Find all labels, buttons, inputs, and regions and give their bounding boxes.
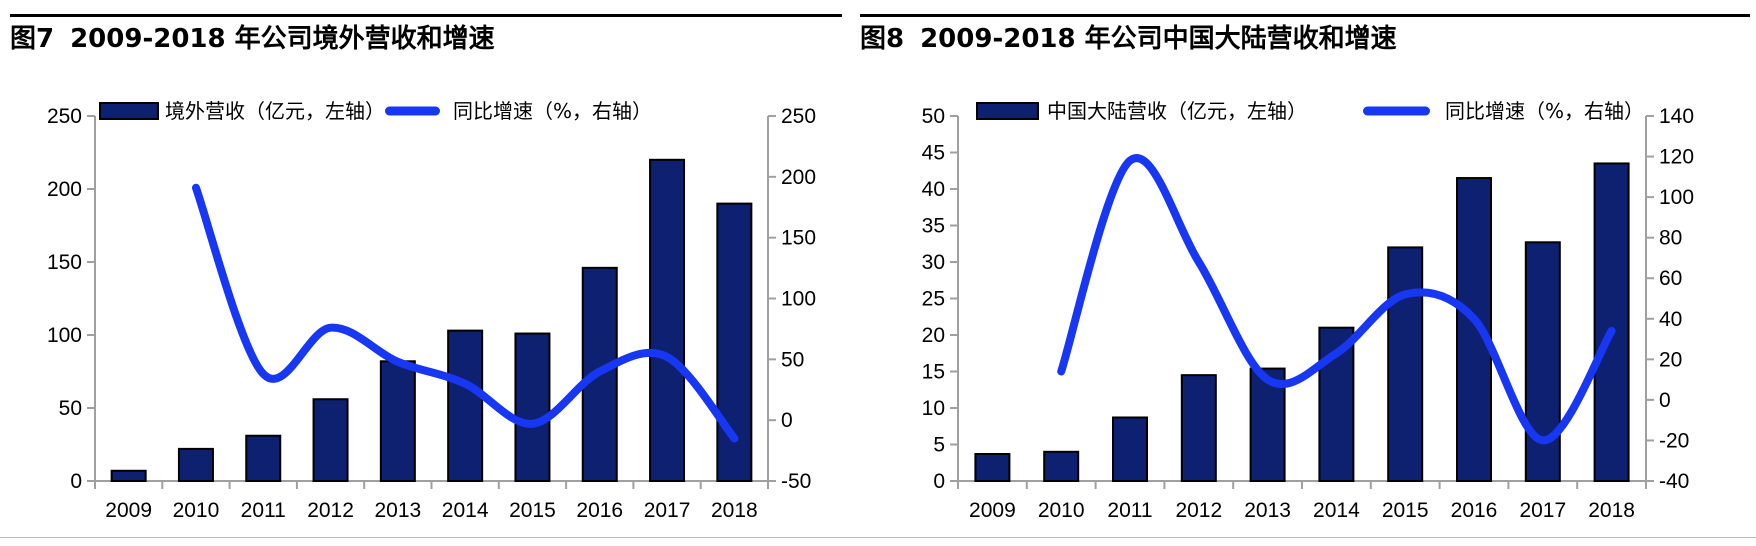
right-axis-label: 60 xyxy=(1659,267,1682,290)
right-axis-label: 80 xyxy=(1659,227,1682,250)
figure7-title-text: 2009-2018 年公司境外营收和增速 xyxy=(70,24,495,54)
left-axis-label: 10 xyxy=(922,397,945,420)
left-axis-label: 15 xyxy=(922,361,945,384)
left-axis-label: 250 xyxy=(47,105,82,128)
left-axis-label: 200 xyxy=(47,178,82,201)
right-axis-label: 200 xyxy=(781,166,816,189)
right-axis-label: 120 xyxy=(1659,146,1694,169)
right-axis-label: 150 xyxy=(781,227,816,250)
right-axis-label: -50 xyxy=(781,470,811,493)
revenue-bar xyxy=(110,469,147,482)
left-axis-label: 0 xyxy=(70,470,82,493)
right-axis-label: -40 xyxy=(1659,470,1689,493)
right-axis-label: 0 xyxy=(1659,389,1671,412)
revenue-bar xyxy=(1524,241,1561,482)
left-axis-label: 150 xyxy=(47,251,82,274)
revenue-bar xyxy=(649,158,686,483)
revenue-bar xyxy=(312,398,349,482)
x-axis-label: 2015 xyxy=(1382,499,1429,522)
revenue-bar xyxy=(379,360,416,482)
legend-line-swatch xyxy=(1363,106,1430,116)
x-axis-label: 2018 xyxy=(711,499,758,522)
legend-line-swatch xyxy=(385,106,440,116)
figure8-title: 图8 2009-2018 年公司中国大陆营收和增速 xyxy=(860,24,1750,55)
figure8-number: 图8 xyxy=(860,24,905,54)
revenue-bar xyxy=(514,332,551,483)
x-axis-label: 2017 xyxy=(644,499,691,522)
figure8-top-rule xyxy=(860,14,1750,17)
right-axis-label: 40 xyxy=(1659,308,1682,331)
figure7-number: 图7 xyxy=(10,24,55,54)
x-axis-label: 2011 xyxy=(1107,499,1152,522)
x-axis-label: 2011 xyxy=(241,499,286,522)
right-axis-label: 0 xyxy=(781,409,793,432)
page-divider-rule xyxy=(0,537,1756,538)
left-axis-label: 35 xyxy=(922,215,945,238)
left-axis-label: 20 xyxy=(922,324,945,347)
left-axis-label: 30 xyxy=(922,251,945,274)
overseas-revenue-chart: 0 50 100 150 200 250 -50 0 50 100 150 200 250 2009 201… xyxy=(47,99,816,522)
right-axis-label: 100 xyxy=(781,288,816,311)
right-axis-label: 50 xyxy=(781,348,804,371)
revenue-bar xyxy=(1593,162,1630,482)
x-axis-label: 2009 xyxy=(105,499,152,522)
left-axis-label: 45 xyxy=(922,142,945,165)
x-axis-label: 2014 xyxy=(442,499,489,522)
right-axis-label: 100 xyxy=(1659,186,1694,209)
left-axis-label: 5 xyxy=(933,434,945,457)
right-axis-label: 250 xyxy=(781,105,816,128)
x-axis-label: 2010 xyxy=(173,499,220,522)
figure7-panel: 图7 2009-2018 年公司境外营收和增速 0 50 100 150 200 250 -5… xyxy=(10,14,842,545)
figure7-title: 图7 2009-2018 年公司境外营收和增速 xyxy=(10,24,842,55)
x-axis-label: 2018 xyxy=(1588,499,1635,522)
left-axis-label: 40 xyxy=(922,178,945,201)
x-axis-label: 2017 xyxy=(1519,499,1566,522)
growth-line xyxy=(1057,154,1616,445)
mainland-revenue-chart: 0 5 10 15 20 25 30 35 40 45 50 -40 -20 0 20 40 60 80 100 12… xyxy=(922,99,1694,522)
left-axis-label: 0 xyxy=(933,470,945,493)
revenue-bar xyxy=(974,452,1011,482)
left-axis-label: 25 xyxy=(922,288,945,311)
revenue-bar xyxy=(1112,416,1148,482)
x-axis-label: 2013 xyxy=(1244,499,1291,522)
legend-bar-swatch xyxy=(99,102,159,120)
left-axis-label: 50 xyxy=(59,397,82,420)
x-axis-label: 2009 xyxy=(969,499,1016,522)
revenue-bar xyxy=(1180,374,1217,482)
figure8-title-text: 2009-2018 年公司中国大陆营收和增速 xyxy=(920,24,1397,54)
x-axis-label: 2013 xyxy=(374,499,421,522)
revenue-bar xyxy=(1043,450,1080,482)
legend-bar-label: 中国大陆营收（亿元，左轴） xyxy=(1047,99,1307,123)
x-axis-label: 2014 xyxy=(1313,499,1360,522)
right-axis-label: -20 xyxy=(1659,429,1689,452)
revenue-bar xyxy=(177,447,214,483)
x-axis-label: 2012 xyxy=(307,499,354,522)
x-axis-label: 2010 xyxy=(1038,499,1085,522)
legend-line-label: 同比增速（%，右轴） xyxy=(1445,99,1644,123)
revenue-bar xyxy=(1387,246,1424,482)
growth-line xyxy=(191,183,739,443)
left-axis-label: 50 xyxy=(922,105,945,128)
legend-bar-swatch xyxy=(976,102,1039,120)
right-axis-label: 140 xyxy=(1659,105,1694,128)
x-axis-label: 2015 xyxy=(509,499,556,522)
x-axis-label: 2016 xyxy=(1451,499,1498,522)
legend-bar-label: 境外营收（亿元，左轴） xyxy=(165,99,385,123)
figure7-top-rule xyxy=(10,14,842,17)
revenue-bar xyxy=(447,329,484,482)
legend-line-label: 同比增速（%，右轴） xyxy=(453,99,652,123)
figure8-panel: 图8 2009-2018 年公司中国大陆营收和增速 0 5 10 15 20 25 30 35 4… xyxy=(860,14,1750,545)
left-axis-label: 100 xyxy=(47,324,82,347)
revenue-bar xyxy=(245,434,282,482)
right-axis-label: 20 xyxy=(1659,348,1682,371)
x-axis-label: 2012 xyxy=(1175,499,1222,522)
x-axis-label: 2016 xyxy=(576,499,623,522)
